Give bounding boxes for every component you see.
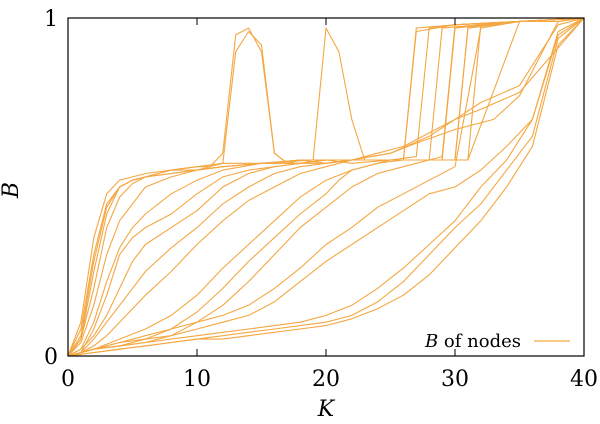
x-axis-label: K xyxy=(317,397,336,422)
y-tick-label-1: 1 xyxy=(44,7,58,32)
series-line-9 xyxy=(67,17,585,357)
series-line-16 xyxy=(67,17,585,357)
ticks-group: 0 10 20 30 40 0 1 xyxy=(44,7,598,392)
series-line-15 xyxy=(67,17,585,357)
series-group xyxy=(67,17,585,357)
legend-label-italic: B xyxy=(424,331,438,352)
series-line-19 xyxy=(67,17,585,357)
x-tick-label-10: 10 xyxy=(183,367,211,392)
legend-label-rest: of nodes xyxy=(438,331,521,352)
x-tick-label-0: 0 xyxy=(61,367,75,392)
series-line-2 xyxy=(67,17,585,357)
x-tick-label-40: 40 xyxy=(570,367,598,392)
legend-label: B of nodes xyxy=(424,331,521,352)
y-axis-label: B xyxy=(0,182,24,199)
series-line-14 xyxy=(67,17,585,357)
series-line-13 xyxy=(67,17,585,357)
series-line-11 xyxy=(67,17,585,357)
x-tick-label-20: 20 xyxy=(312,367,340,392)
y-tick-label-0: 0 xyxy=(44,345,58,370)
series-line-10 xyxy=(67,17,585,357)
x-tick-label-30: 30 xyxy=(441,367,469,392)
legend: B of nodes xyxy=(424,331,570,352)
series-line-17 xyxy=(67,17,585,357)
